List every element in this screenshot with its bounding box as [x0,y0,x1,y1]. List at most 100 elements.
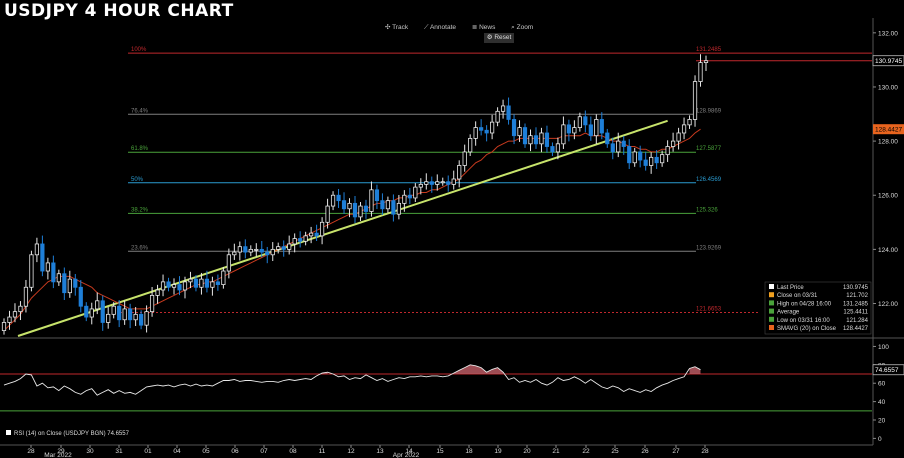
candle-body [29,254,34,288]
candle-body [73,278,78,288]
candle-body [490,121,495,134]
candle-body [440,181,445,184]
candle-body [111,305,116,315]
time-tick-label: 18 [465,448,473,455]
candle-body [583,116,588,126]
candle-body [193,278,199,288]
candle-body [572,127,577,134]
time-tick-label: 11 [319,448,326,455]
fibonacci-levels: 100% 131.2485 76.4% 128.9869 61.8% 127.5877 50… [120,47,872,313]
candle-body [188,278,193,283]
fib-value: 131.2485 [696,47,722,53]
sma-layer [3,128,701,331]
track-button[interactable]: ✣ Track [385,24,409,31]
candle-body [643,159,648,166]
candle-body [232,251,237,256]
candle-body [385,200,391,210]
fib-label: 76.4% [131,108,149,114]
price-tick-label: 130.00 [878,84,898,91]
candle-body [34,243,40,256]
rsi-tick-label: 40 [878,399,886,406]
reset-label: Reset [494,34,512,41]
legend-label: Average [777,310,800,316]
rsi-tick-label: 0 [878,436,882,443]
candle-body [226,254,231,272]
candle-body [56,273,61,283]
candle-body [522,127,528,145]
candle-body [303,235,308,242]
candles-layer [1,54,709,335]
candle-body [309,232,314,237]
candle-body [511,119,517,137]
last-price-tag-box [872,55,904,67]
rsi-tag-box [872,364,904,376]
candle-body [325,205,330,223]
candle-body [588,124,593,137]
candle-body [660,154,665,164]
candle-body [139,313,144,326]
candle-body [407,194,412,199]
price-tick-label: 122.00 [878,301,898,308]
legend-label: Low on 03/31 16:00 [777,318,830,324]
time-axis: 28 29 30 31 01 04 05 06 07 08 11 12 13 14 15 18 19 20 21 22… [27,445,709,458]
price-tick-label: 132.00 [878,30,898,37]
legend-frame [764,281,872,335]
candle-body [605,132,610,145]
candle-body [204,278,210,288]
candle-body [550,146,555,153]
time-tick-label: 29 [57,448,65,455]
candle-body [495,110,500,123]
reset-button[interactable]: ⚙ Reset [484,33,514,43]
time-tick-label: 08 [289,448,297,455]
time-tick-label: 01 [144,448,152,455]
candle-body [692,81,698,120]
sma-line [3,128,701,331]
fib-label: 50% [131,177,144,183]
price-tick-label: 124.00 [878,247,898,254]
time-tick-label: 31 [115,448,123,455]
time-tick-label: 28 [27,448,35,455]
candle-body [413,186,418,199]
candle-body [281,246,286,250]
candle-body [254,248,259,251]
candle-body [45,262,50,272]
candle-body [62,273,67,294]
annotate-button[interactable]: ⟋ Annotate [423,24,456,31]
candle-body [446,181,451,185]
fib-label: 100% [131,47,147,53]
legend-swatch [769,300,774,306]
sma-tag: 128.4427 [875,127,902,134]
candle-body [457,165,462,180]
rsi-legend-label: RSI (14) on Close (USDJPY BGN) 74.6557 [14,431,130,437]
candle-body [18,305,23,313]
rsi-legend-swatch [6,430,11,435]
candle-body [577,116,582,128]
time-tick-label: 20 [523,448,531,455]
time-tick-label: 14 [405,448,413,455]
rsi-line [3,364,701,396]
candle-body [555,143,561,153]
candle-body [276,246,281,250]
candle-body [539,132,544,145]
chart-toolbar: ✣ Track ⟋ Annotate ≣ News ⌕ Zoom [385,23,547,32]
candle-body [352,202,358,218]
rsi-tick-label: 20 [878,418,886,425]
candle-body [374,189,380,202]
candle-body [462,151,467,166]
candle-body [67,278,72,294]
candle-body [336,194,341,202]
candle-body [533,135,539,145]
zoom-button[interactable]: ⌕ Zoom [511,24,534,31]
time-tick-label: 05 [202,448,210,455]
fib-label: 23.6% [131,245,149,251]
time-tick-label: 12 [347,448,355,455]
legend-value: 125.4411 [843,310,868,316]
candle-body [391,200,396,215]
candle-body [12,311,18,318]
candle-body [698,62,703,82]
candle-body [703,60,709,64]
news-button[interactable]: ≣ News [471,24,496,31]
legend-swatch [769,316,774,322]
